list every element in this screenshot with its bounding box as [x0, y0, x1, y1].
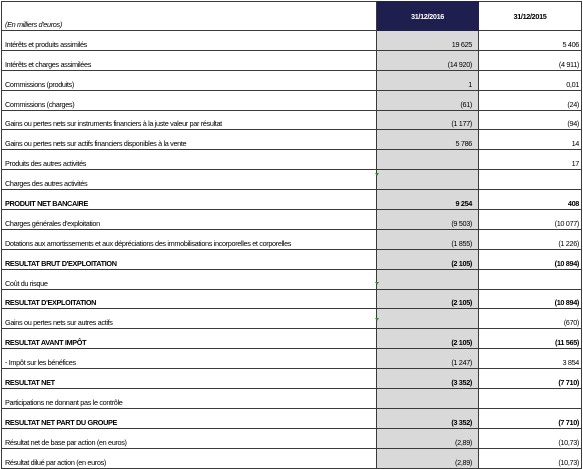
table-body: Intérêts et produits assimilés 19 625 5 40…: [1, 30, 582, 469]
value-2016: (1 855): [376, 229, 479, 250]
value-2015: (10,73): [478, 448, 582, 469]
table-row: Commissions (produits) 1 0,01: [1, 70, 582, 91]
row-label: Charges des autres activités: [1, 169, 377, 191]
row-label: Résultat dilué par action (en euros): [1, 448, 377, 469]
table-row: Produits des autres activités 17: [1, 149, 582, 171]
value-2016: (2 105): [376, 328, 479, 350]
value-2015: (10,73): [478, 428, 582, 449]
value-2015: (94): [478, 110, 582, 131]
unit-label: (En milliers d'euros): [1, 1, 377, 31]
row-label: Intérêts et charges assimilées: [1, 50, 377, 71]
table-row: RESULTAT NET PART DU GROUPE (3 352) (7 710…: [1, 408, 582, 429]
table-row: RESULTAT BRUT D'EXPLOITATION (2 105) (10 8…: [1, 249, 582, 270]
row-label: Gains ou pertes nets sur actifs financie…: [1, 129, 377, 151]
row-label: RESULTAT AVANT IMPÔT: [1, 328, 377, 350]
value-2015: (1 226): [478, 229, 582, 250]
header-row: (En milliers d'euros) 31/12/2016 31/12/2…: [1, 1, 582, 31]
value-2015: (10 894): [478, 289, 582, 310]
table-row: Résultat dilué par action (en euros) (2,8…: [1, 448, 582, 469]
value-2015: (670): [478, 308, 582, 330]
row-label: Dotations aux amortissements et aux dépr…: [1, 229, 377, 250]
row-label: Résultat net de base par action (en euro…: [1, 428, 377, 449]
value-2016: (2,89): [376, 448, 479, 469]
value-2016: 9 254: [376, 189, 479, 211]
row-label: RESULTAT NET PART DU GROUPE: [1, 408, 377, 429]
value-2015: (7 710): [478, 368, 582, 390]
value-2015: 408: [478, 189, 582, 211]
value-2016: [376, 269, 479, 290]
row-label: Charges générales d'exploitation: [1, 209, 377, 230]
value-2015: 14: [478, 129, 582, 151]
table-row: Gains ou pertes nets sur instruments fin…: [1, 110, 582, 131]
value-2015: [478, 169, 582, 191]
column-header-2016: 31/12/2016: [376, 1, 479, 31]
value-2016: 19 625: [376, 30, 479, 51]
value-2015: (11 565): [478, 328, 582, 350]
value-2016: (3 352): [376, 368, 479, 390]
value-2016: [376, 169, 479, 191]
value-2016: (14 920): [376, 50, 479, 71]
value-2016: (2,89): [376, 428, 479, 449]
value-2015: [478, 388, 582, 409]
cell-comment-marker: [375, 318, 379, 321]
row-label: Participations ne donnant pas le contrôl…: [1, 388, 377, 409]
table-row: Dotations aux amortissements et aux dépr…: [1, 229, 582, 250]
value-2016: (1 247): [376, 348, 479, 370]
value-2015: (7 710): [478, 408, 582, 429]
table-row: Charges générales d'exploitation (9 503)(…: [1, 209, 582, 230]
table-row: Coût du risque: [1, 269, 582, 290]
value-2016: (2 105): [376, 289, 479, 310]
value-2016: (1 177): [376, 110, 479, 131]
value-2015: 5 406: [478, 30, 582, 51]
row-label: Gains ou pertes nets sur autres actifs: [1, 308, 377, 330]
table-row: Participations ne donnant pas le contrôl…: [1, 388, 582, 409]
value-2016: (61): [376, 90, 479, 111]
row-label: Gains ou pertes nets sur instruments fin…: [1, 110, 377, 131]
row-label: Coût du risque: [1, 269, 377, 290]
row-label: Intérêts et produits assimilés: [1, 30, 377, 51]
value-2015: (24): [478, 90, 582, 111]
table-row: Gains ou pertes nets sur autres actifs (6…: [1, 308, 582, 330]
value-2016: (3 352): [376, 408, 479, 429]
value-2016: (9 503): [376, 209, 479, 230]
table-row: Charges des autres activités: [1, 169, 582, 191]
row-label: Commissions (produits): [1, 70, 377, 91]
value-2016: 1: [376, 70, 479, 91]
value-2015: (10 077): [478, 209, 582, 230]
cell-comment-marker: [375, 282, 379, 285]
value-2016: [376, 388, 479, 409]
table-row: RESULTAT NET (3 352) (7 710): [1, 368, 582, 390]
value-2015: 17: [478, 149, 582, 171]
table-row: Commissions (charges) (61) (24): [1, 90, 582, 111]
table-row: PRODUIT NET BANCAIRE 9 254 408: [1, 189, 582, 211]
row-label: PRODUIT NET BANCAIRE: [1, 189, 377, 211]
column-header-2015: 31/12/2015: [478, 1, 582, 31]
table-row: Gains ou pertes nets sur actifs financie…: [1, 129, 582, 151]
value-2015: 0,01: [478, 70, 582, 91]
value-2015: [478, 269, 582, 290]
cell-comment-marker: [375, 173, 379, 176]
value-2016: [376, 308, 479, 330]
value-2016: (2 105): [376, 249, 479, 270]
value-2015: (4 911): [478, 50, 582, 71]
row-label: Produits des autres activités: [1, 149, 377, 171]
table-row: RESULTAT D'EXPLOITATION (2 105) (10 894): [1, 289, 582, 310]
value-2015: 3 854: [478, 348, 582, 370]
value-2015: (10 894): [478, 249, 582, 270]
table-row: Intérêts et produits assimilés 19 625 5 40…: [1, 30, 582, 51]
table-row: Intérêts et charges assimilées (14 920) (4…: [1, 50, 582, 71]
table-row: Résultat net de base par action (en euro…: [1, 428, 582, 449]
table-row: RESULTAT AVANT IMPÔT (2 105) (11 565): [1, 328, 582, 350]
row-label: RESULTAT NET: [1, 368, 377, 390]
value-2016: 5 786: [376, 129, 479, 151]
row-label: Commissions (charges): [1, 90, 377, 111]
table-row: - Impôt sur les bénéfices (1 247) 3 854: [1, 348, 582, 370]
row-label: RESULTAT D'EXPLOITATION: [1, 289, 377, 310]
value-2016: [376, 149, 479, 171]
row-label: RESULTAT BRUT D'EXPLOITATION: [1, 249, 377, 270]
row-label: - Impôt sur les bénéfices: [1, 348, 377, 370]
